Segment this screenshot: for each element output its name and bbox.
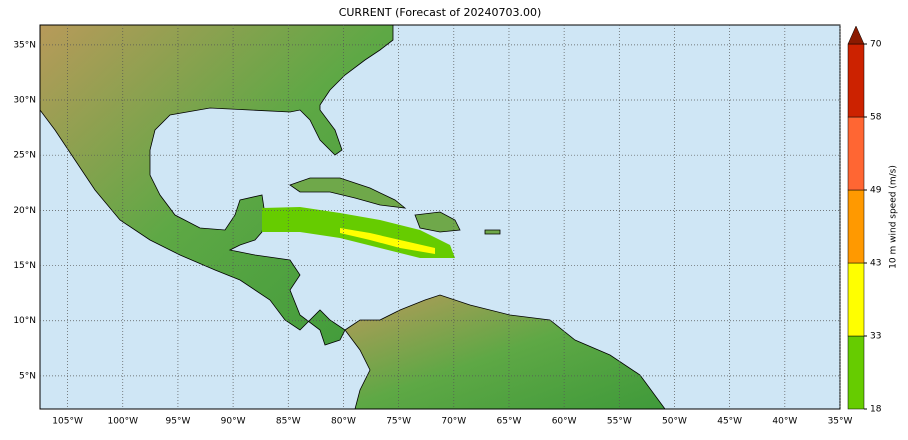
x-tick-label: 100°W — [107, 417, 138, 427]
x-tick-label: 80°W — [331, 417, 356, 427]
colorbar-tick-label: 49 — [870, 186, 882, 196]
x-tick-label: 70°W — [441, 417, 466, 427]
colorbar-extension — [847, 25, 865, 45]
x-tick-label: 35°W — [828, 417, 853, 427]
x-tick-label: 65°W — [497, 417, 522, 427]
colorbar-segment — [847, 335, 865, 410]
colorbar-tick-label: 70 — [870, 40, 882, 50]
x-tick-label: 105°W — [52, 417, 83, 427]
x-tick-label: 55°W — [607, 417, 632, 427]
colorbar-segment — [847, 189, 865, 264]
y-tick-label: 35°N — [13, 40, 36, 50]
x-tick-label: 60°W — [552, 417, 577, 427]
colorbar-segment — [847, 116, 865, 191]
colorbar-tick-label: 33 — [870, 332, 881, 342]
map-title: CURRENT (Forecast of 20240703.00) — [339, 6, 542, 19]
colorbar-tick-label: 43 — [870, 259, 881, 269]
x-tick-label: 95°W — [166, 417, 191, 427]
y-tick-label: 5°N — [19, 371, 36, 381]
x-tick-label: 85°W — [276, 417, 301, 427]
x-tick-label: 75°W — [386, 417, 411, 427]
x-tick-label: 50°W — [662, 417, 687, 427]
colorbar-label: 10 m wind speed (m/s) — [889, 165, 899, 269]
y-tick-label: 15°N — [13, 261, 36, 271]
x-tick-label: 40°W — [772, 417, 797, 427]
y-tick-label: 25°N — [13, 151, 36, 161]
y-tick-label: 20°N — [13, 206, 36, 216]
colorbar-segment — [847, 262, 865, 337]
x-tick-label: 90°W — [221, 417, 246, 427]
y-tick-label: 30°N — [13, 96, 36, 106]
x-tick-label: 45°W — [717, 417, 742, 427]
colorbar-segment — [847, 43, 865, 118]
wind-swath-core — [340, 228, 435, 254]
colorbar-tick-label: 58 — [870, 113, 882, 123]
y-tick-label: 10°N — [13, 316, 36, 326]
colorbar-tick-label: 18 — [870, 405, 882, 415]
